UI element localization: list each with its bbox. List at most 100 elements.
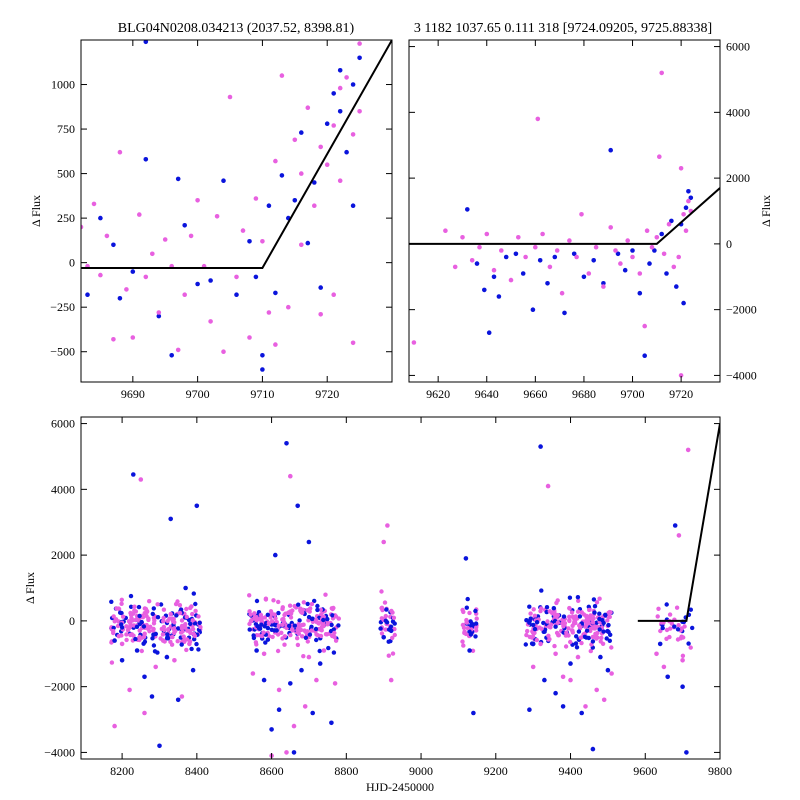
pink-data-point xyxy=(357,41,362,46)
background-data-point xyxy=(584,613,589,619)
blue-data-point xyxy=(608,147,613,153)
blue-data-point xyxy=(130,269,136,274)
y-tick-label: 6000 xyxy=(51,417,75,431)
background-data-point xyxy=(470,622,476,627)
background-data-point xyxy=(531,622,536,628)
background-data-point xyxy=(259,615,264,620)
pink-data-point xyxy=(142,710,147,716)
background-data-point xyxy=(287,603,293,608)
background-data-point xyxy=(159,626,164,632)
pink-data-point xyxy=(175,347,181,353)
background-data-point xyxy=(590,617,595,622)
background-data-point xyxy=(288,632,293,638)
pink-data-point xyxy=(130,335,136,340)
background-data-point xyxy=(529,635,534,640)
pink-data-point xyxy=(601,284,606,289)
pink-data-point xyxy=(350,340,356,346)
background-data-point xyxy=(268,609,274,614)
background-data-point xyxy=(118,610,123,615)
background-data-point xyxy=(155,602,160,607)
background-data-point xyxy=(607,638,612,643)
pink-data-point xyxy=(535,116,541,122)
blue-data-point xyxy=(157,743,162,749)
background-data-point xyxy=(267,634,272,639)
pink-data-point xyxy=(150,251,155,257)
background-data-point xyxy=(160,632,166,637)
background-data-point xyxy=(196,647,201,652)
pink-data-point xyxy=(331,123,337,128)
background-data-point xyxy=(332,630,337,636)
background-data-point xyxy=(111,628,116,634)
axes-bottom: 8200 8400 8600 8800 9000 9200 9400 9600 9800 −400… xyxy=(44,417,732,778)
blue-data-point xyxy=(337,68,343,73)
blue-data-point xyxy=(288,681,293,686)
background-data-point xyxy=(583,619,589,624)
background-data-point xyxy=(313,626,319,632)
pink-data-point xyxy=(613,248,618,253)
background-data-point xyxy=(153,631,158,637)
pink-data-point xyxy=(385,523,390,528)
pink-data-point xyxy=(247,335,252,340)
pink-data-point xyxy=(332,681,338,686)
pink-data-point xyxy=(575,654,581,660)
blue-data-point xyxy=(381,635,387,640)
background-data-point xyxy=(150,636,155,641)
background-data-point xyxy=(189,646,194,652)
background-data-point xyxy=(318,633,324,639)
pink-data-point xyxy=(306,654,312,660)
blue-data-point xyxy=(175,697,181,703)
background-data-point xyxy=(321,617,326,623)
pink-data-point xyxy=(567,238,572,243)
background-data-point xyxy=(383,613,388,619)
background-data-point xyxy=(179,642,184,647)
pink-data-point xyxy=(261,651,267,657)
background-data-point xyxy=(390,635,395,641)
background-data-point xyxy=(601,629,606,634)
plot-area-top-right xyxy=(409,70,720,378)
blue-data-point xyxy=(310,710,316,716)
background-data-point xyxy=(524,618,529,623)
blue-data-point xyxy=(183,585,188,591)
pink-data-point xyxy=(553,651,558,657)
blue-data-point xyxy=(175,176,181,182)
background-data-point xyxy=(460,622,466,628)
pink-data-point xyxy=(661,664,667,670)
pink-data-point xyxy=(318,144,324,150)
background-data-point xyxy=(330,613,335,618)
pink-data-point xyxy=(250,671,256,676)
pink-data-point xyxy=(117,149,123,155)
background-data-point xyxy=(150,611,155,617)
background-data-point xyxy=(551,606,556,611)
background-data-point xyxy=(660,625,665,631)
x-tick-label: 9800 xyxy=(708,764,732,778)
pink-data-point xyxy=(654,651,659,657)
background-data-point xyxy=(165,632,170,637)
background-data-point xyxy=(590,639,596,644)
blue-data-point xyxy=(143,157,149,162)
background-data-point xyxy=(314,617,319,623)
background-data-point xyxy=(190,611,195,617)
pink-data-point xyxy=(568,677,573,683)
blue-data-point xyxy=(503,254,509,260)
background-data-point xyxy=(575,595,581,600)
background-data-point xyxy=(537,625,542,630)
background-data-point xyxy=(128,632,133,638)
background-data-point xyxy=(305,639,310,644)
y-tick-label: −2000 xyxy=(726,303,757,317)
background-data-point xyxy=(116,606,121,611)
pink-data-point xyxy=(411,340,417,345)
x-tick-label: 8400 xyxy=(185,764,209,778)
background-data-point xyxy=(674,605,680,610)
x-tick-label: 9700 xyxy=(186,387,210,401)
blue-data-point xyxy=(520,271,526,276)
pink-data-point xyxy=(609,671,614,676)
background-data-point xyxy=(301,654,306,659)
blue-data-point xyxy=(681,300,686,306)
background-data-point xyxy=(252,616,257,621)
background-data-point xyxy=(528,611,533,616)
background-data-point xyxy=(461,609,466,615)
background-data-point xyxy=(318,607,323,612)
axes-top-left: 9690 9700 9710 9720 −500 −250 0 250 500 750 1000 xyxy=(50,40,392,401)
background-data-point xyxy=(140,615,146,620)
